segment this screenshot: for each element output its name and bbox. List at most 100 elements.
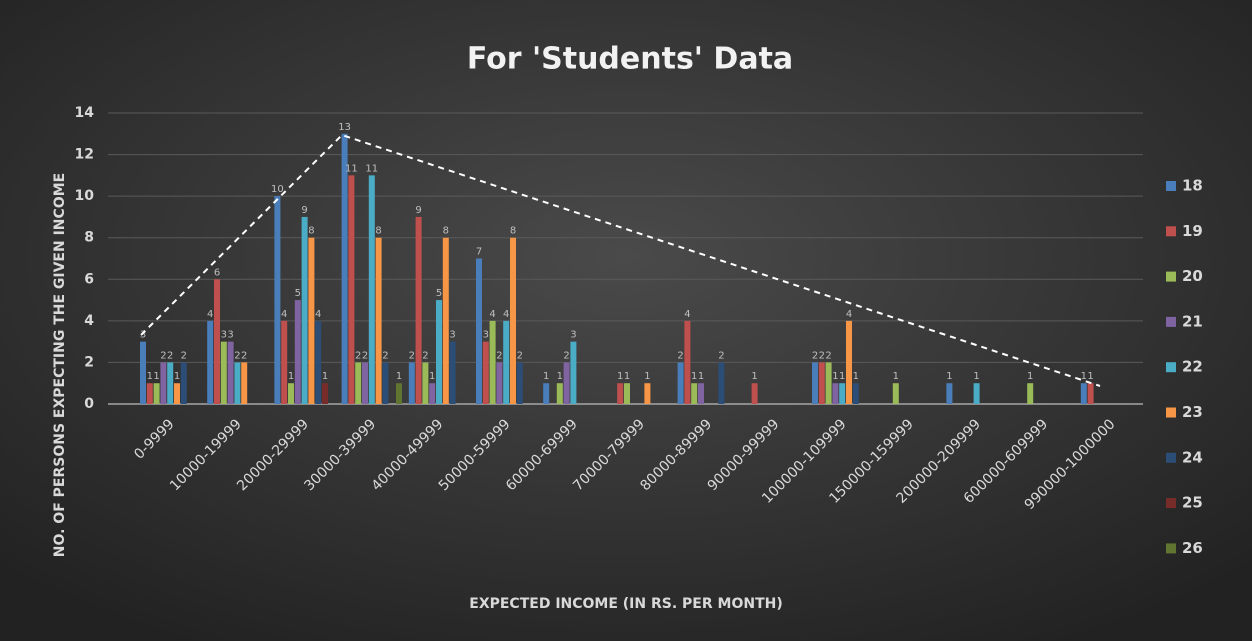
data-label: 1 — [557, 371, 563, 382]
bar — [422, 362, 429, 404]
legend-swatch — [1166, 407, 1176, 418]
bar — [160, 362, 167, 404]
bar — [751, 383, 758, 404]
bar — [301, 216, 308, 404]
data-label: 1 — [617, 371, 623, 382]
bar — [153, 383, 160, 404]
bar — [408, 362, 415, 404]
bar — [220, 341, 227, 404]
bar — [892, 383, 899, 404]
bar — [946, 383, 953, 404]
y-axis-label: NO. OF PERSONS EXPECTING THE GIVEN INCOM… — [52, 173, 68, 557]
bar — [308, 237, 315, 404]
data-label: 2 — [517, 350, 523, 361]
data-label: 3 — [221, 330, 227, 341]
data-label: 2 — [362, 350, 368, 361]
bar — [718, 362, 725, 404]
data-label: 7 — [476, 247, 482, 258]
data-label: 11 — [365, 163, 378, 174]
bar — [476, 258, 482, 404]
data-label: 1 — [691, 371, 697, 382]
chart-title: For 'Students' Data — [467, 42, 793, 77]
bar — [482, 341, 489, 404]
data-label: 4 — [207, 309, 213, 320]
bar — [140, 341, 146, 404]
bar — [543, 383, 550, 404]
bar — [429, 383, 436, 404]
bar — [563, 362, 570, 404]
y-tick-label: 6 — [84, 271, 94, 287]
legend-label: 26 — [1182, 539, 1203, 557]
data-label: 5 — [436, 288, 442, 299]
data-label: 4 — [489, 309, 495, 320]
data-label: 2 — [819, 350, 825, 361]
bar — [449, 341, 456, 404]
legend-swatch — [1166, 498, 1176, 509]
data-label: 1 — [147, 371, 153, 382]
legend-label: 18 — [1182, 177, 1203, 195]
data-label: 1 — [839, 371, 845, 382]
y-tick-label: 2 — [84, 354, 94, 370]
bar — [846, 320, 852, 404]
data-label: 8 — [308, 226, 314, 237]
bar — [556, 383, 563, 404]
bar — [281, 320, 288, 404]
y-tick-label: 10 — [75, 188, 95, 204]
bar — [355, 362, 362, 404]
data-label: 2 — [382, 350, 388, 361]
data-label: 1 — [396, 371, 402, 382]
data-label: 13 — [338, 122, 351, 133]
bar — [442, 237, 449, 404]
data-label: 3 — [483, 330, 489, 341]
bar — [315, 320, 322, 404]
bar — [234, 362, 241, 404]
legend-swatch — [1166, 362, 1176, 373]
bar — [644, 383, 651, 404]
bar — [812, 362, 818, 404]
y-tick-label: 8 — [84, 230, 94, 246]
data-label: 2 — [241, 350, 247, 361]
data-label: 4 — [281, 309, 287, 320]
y-tick-label: 0 — [84, 396, 94, 412]
legend-swatch — [1166, 316, 1176, 327]
bar — [510, 237, 516, 404]
y-tick-label: 4 — [84, 313, 94, 329]
legend-label: 21 — [1182, 312, 1203, 330]
data-label: 1 — [322, 371, 328, 382]
bar — [516, 362, 523, 404]
data-label: 1 — [893, 371, 899, 382]
bar — [288, 383, 294, 404]
bar — [348, 175, 355, 404]
data-label: 1 — [153, 371, 159, 382]
data-label: 2 — [718, 350, 724, 361]
bar — [624, 383, 630, 404]
data-label: 5 — [295, 288, 301, 299]
data-label: 1 — [543, 371, 549, 382]
data-label: 1 — [973, 371, 979, 382]
data-label: 4 — [503, 309, 509, 320]
data-label: 2 — [825, 350, 831, 361]
legend-label: 22 — [1182, 358, 1203, 376]
bar — [415, 216, 422, 404]
bar — [503, 320, 510, 404]
bar — [174, 383, 180, 404]
data-label: 2 — [181, 350, 187, 361]
bar — [294, 300, 301, 404]
data-label: 3 — [140, 330, 146, 341]
legend-label: 19 — [1182, 222, 1203, 240]
legend-swatch — [1166, 226, 1176, 237]
data-label: 11 — [345, 163, 358, 174]
legend-label: 24 — [1182, 448, 1203, 466]
data-label: 1 — [946, 371, 952, 382]
data-label: 1 — [698, 371, 704, 382]
bar — [362, 362, 368, 404]
bar — [691, 383, 698, 404]
data-label: 1 — [644, 371, 650, 382]
data-label: 4 — [315, 309, 321, 320]
bar — [214, 279, 220, 404]
data-label: 1 — [1027, 371, 1033, 382]
data-label: 2 — [563, 350, 569, 361]
data-label: 3 — [227, 330, 233, 341]
data-label: 1 — [429, 371, 435, 382]
